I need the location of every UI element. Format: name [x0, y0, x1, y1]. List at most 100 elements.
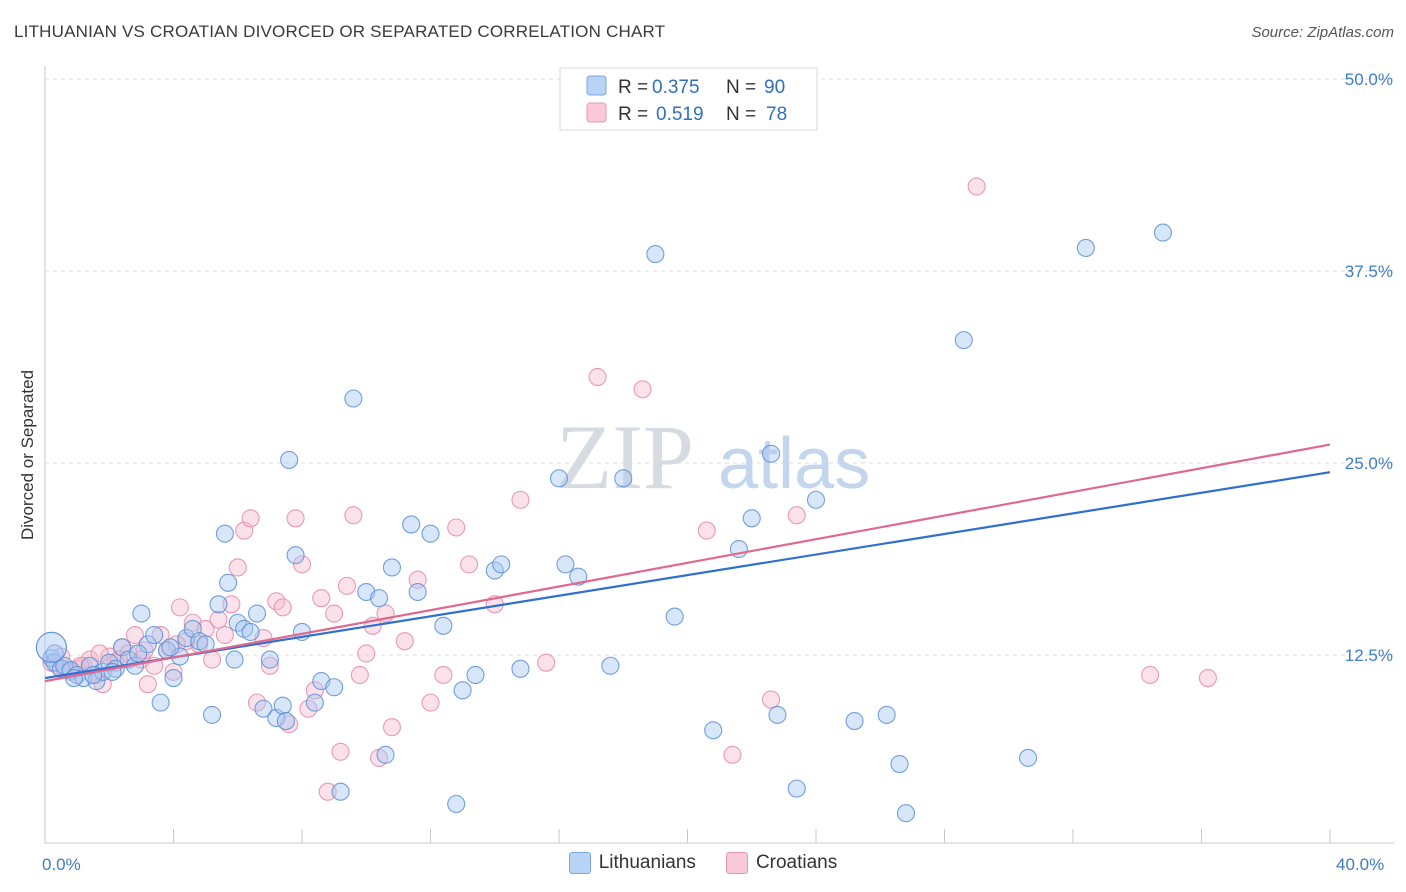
lithuanians-point [254, 699, 273, 718]
legend-r-label-1: R = [618, 77, 648, 98]
croatians-point [395, 632, 414, 651]
lithuanians-point [890, 755, 909, 774]
lithuanians-point [209, 595, 228, 614]
croatians-point [241, 509, 260, 528]
croatians-point [382, 718, 402, 737]
croatians-point [421, 693, 440, 712]
legend-n-label-1: N = [726, 77, 756, 98]
croatians-point [125, 625, 144, 645]
watermark-zip: ZIP [556, 406, 694, 508]
lithuanians-point [768, 705, 787, 724]
y-tick-label: 25.0% [1345, 454, 1393, 473]
lithuanians-point [549, 469, 569, 488]
croatians-point [337, 576, 357, 595]
lithuanians-point [806, 490, 826, 509]
croatians-point [138, 675, 157, 694]
y-tick-label: 12.5% [1345, 646, 1393, 665]
croatians-point [209, 610, 228, 629]
lithuanians-point [305, 693, 324, 712]
croatians-point [170, 598, 189, 617]
croatians-point [408, 570, 427, 589]
lithuanians-point [225, 650, 244, 669]
croatians-point [350, 665, 369, 685]
lithuanians-point [151, 693, 170, 712]
legend-n-value-lithuanians: 90 [764, 77, 785, 98]
lithuanians-point [219, 573, 238, 592]
croatians-point [203, 650, 222, 669]
bottom-legend: Lithuanians Croatians [0, 852, 1406, 874]
lithuanians-point [260, 650, 279, 669]
lithuanians-point [877, 705, 896, 724]
lithuanians-point [511, 659, 530, 678]
croatians-point [537, 653, 556, 672]
chart-source: Source: ZipAtlas.com [1251, 24, 1394, 41]
croatians-point [588, 367, 607, 387]
lithuanians-point [1076, 238, 1095, 258]
legend-n-label-2: N = [726, 104, 756, 125]
lithuanians-points [35, 223, 1172, 823]
lithuanians-point [161, 638, 180, 657]
y-tick-labels: 12.5% 25.0% 37.5% 50.0% [1345, 70, 1393, 665]
legend-item-lithuanians: Lithuanians [568, 852, 696, 874]
lithuanians-point [402, 515, 421, 534]
lithuanians-point [492, 555, 511, 574]
lithuanians-point [665, 607, 684, 626]
legend-box: R = 0.375 N = 90 R = 0.519 N = 78 [559, 67, 818, 131]
croatians-point [459, 555, 479, 574]
lithuanians-point [215, 524, 234, 543]
croatians-point [723, 745, 742, 764]
lithuanians-point [614, 469, 633, 488]
lithuanians-point [280, 450, 299, 469]
lithuanians-point [376, 745, 395, 764]
croatians-point [90, 644, 109, 663]
legend-swatch-croatians [586, 102, 607, 123]
croatians-point [357, 644, 376, 663]
croatians-point [331, 742, 350, 761]
croatians-point [511, 490, 530, 509]
trend-lines [44, 443, 1331, 683]
lithuanians-point [370, 589, 389, 608]
watermark-atlas: atlas [718, 424, 870, 504]
lithuanians-point [704, 721, 723, 740]
legend-swatch-lithuanians [586, 75, 607, 96]
lithuanians-point [273, 696, 292, 715]
lithuanians-point [1153, 223, 1172, 242]
lithuanians-trend-line [44, 471, 1331, 680]
lithuanians-point [601, 656, 620, 675]
lithuanians-point [787, 779, 806, 798]
lithuanians-point [761, 444, 781, 463]
lithuanians-point [646, 245, 665, 264]
legend-r-value-croatians: 0.519 [656, 104, 704, 125]
croatians-point [697, 521, 716, 540]
croatians-point [967, 177, 986, 196]
croatians-point [318, 782, 337, 801]
croatians-trend-line [44, 443, 1331, 683]
lithuanians-point-cluster [35, 631, 67, 663]
croatians-point [761, 690, 781, 709]
lithuanians-point [447, 794, 466, 814]
gridlines [45, 78, 1394, 656]
legend-item-croatians: Croatians [725, 852, 837, 874]
croatians-point [228, 558, 247, 577]
lithuanians-swatch [568, 852, 591, 874]
croatians-point [312, 589, 331, 608]
lithuanians-point [203, 705, 222, 724]
croatians-point [286, 509, 305, 528]
lithuanians-point [466, 665, 485, 685]
croatians-point [273, 598, 292, 617]
lithuanians-point [1018, 748, 1038, 767]
croatians-point [787, 506, 806, 525]
croatians-point [633, 380, 652, 399]
croatians-point [447, 518, 466, 537]
croatians-swatch [725, 852, 748, 874]
legend-r-label-2: R = [618, 104, 648, 125]
x-tick-label-max: 40.0% [1336, 855, 1384, 874]
lithuanians-point [331, 782, 350, 801]
croatians-point [164, 662, 183, 681]
lithuanians-point [138, 635, 157, 654]
lithuanians-point [325, 678, 344, 697]
lithuanians-point [742, 509, 761, 528]
croatians-point [325, 604, 344, 623]
legend-r-value-lithuanians: 0.375 [652, 77, 700, 98]
